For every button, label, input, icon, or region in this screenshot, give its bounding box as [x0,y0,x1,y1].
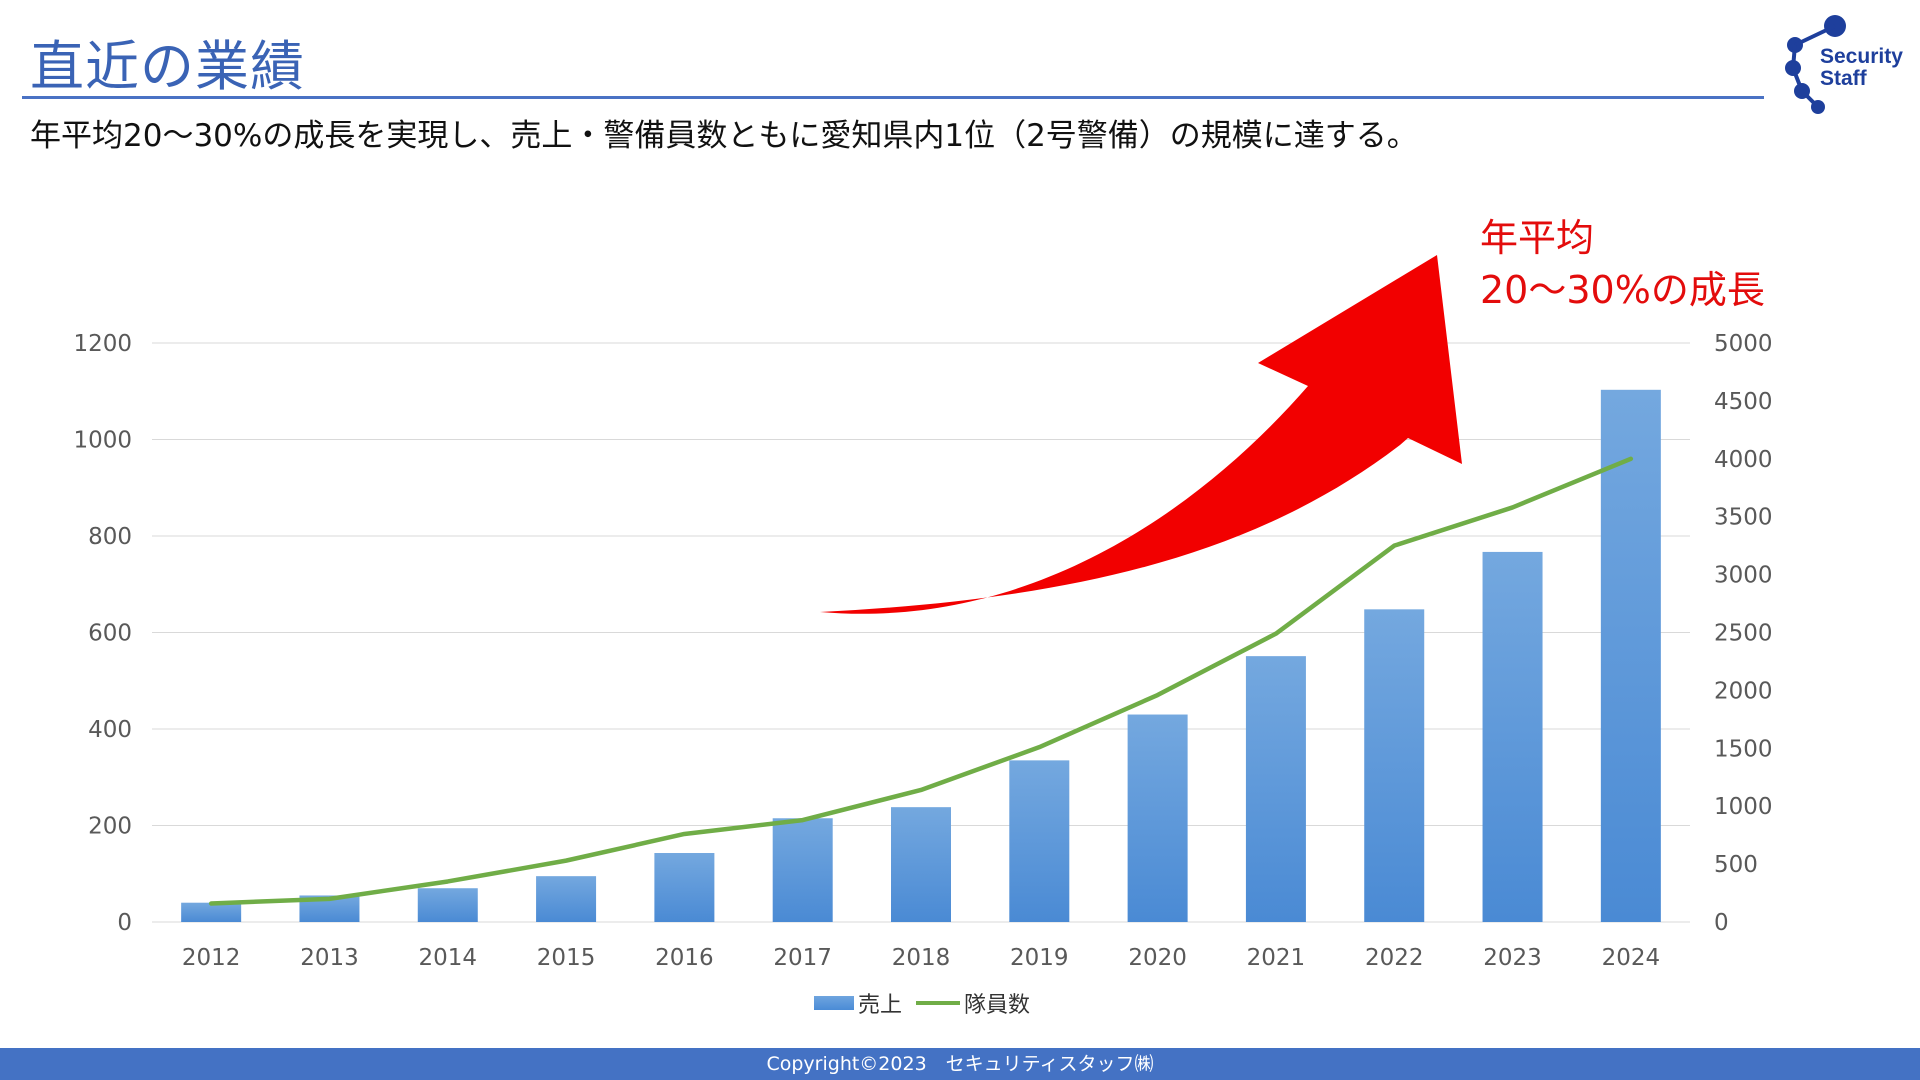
right-tick-label: 4000 [1714,447,1773,473]
left-tick-label: 1000 [73,428,132,454]
chart-legend: 売上 隊員数 [814,988,1030,1018]
callout-line-2: 20～30%の成長 [1480,268,1765,312]
x-tick-label: 2023 [1483,945,1542,971]
right-tick-label: 3000 [1714,563,1773,589]
x-axis-ticks: 2012 2013 2014 2015 2016 2017 2018 2019 2020 2021… [182,945,1660,971]
x-tick-label: 2018 [892,945,951,971]
x-tick-label: 2024 [1602,945,1661,971]
x-tick-label: 2021 [1247,945,1306,971]
bar-series [181,389,1661,922]
legend-bar-swatch [814,996,854,1010]
legend-line-label: 隊員数 [964,993,1031,1018]
right-tick-label: 1500 [1714,736,1773,762]
bar [1127,714,1188,922]
bar [1482,551,1543,922]
x-tick-label: 2013 [300,945,359,971]
left-tick-label: 600 [88,621,132,647]
bar [1364,609,1425,922]
footer-copyright: Copyright©2023 セキュリティスタッフ㈱ [0,1048,1920,1080]
page-subtitle: 年平均20～30%の成長を実現し、売上・警備員数ともに愛知県内1位（2号警備）の… [30,118,1418,154]
bar [536,876,597,922]
x-tick-label: 2016 [655,945,714,971]
logo-wordmark: Security Staff [1820,46,1903,90]
growth-callout: 年平均 20～30%の成長 [1480,212,1765,316]
bar [1245,656,1306,922]
left-tick-label: 200 [88,814,132,840]
right-tick-label: 4500 [1714,389,1773,415]
bar [417,888,478,922]
bar [181,902,242,922]
left-tick-label: 1200 [73,331,132,357]
x-tick-label: 2012 [182,945,241,971]
right-tick-label: 3500 [1714,505,1773,531]
bar [1009,760,1070,922]
growth-arrow [820,255,1462,614]
x-tick-label: 2019 [1010,945,1069,971]
performance-chart: 0 200 400 600 800 1000 1200 0 500 1000 1500 2000 25… [73,255,1773,971]
logo-line-1: Security [1820,45,1903,68]
x-tick-label: 2015 [537,945,596,971]
x-tick-label: 2020 [1128,945,1187,971]
legend-bar-label: 売上 [858,993,903,1018]
bar [772,818,833,922]
legend-line-swatch [916,1001,961,1005]
line-path [208,456,1634,906]
bar [891,807,951,922]
right-tick-label: 2000 [1714,678,1773,704]
right-tick-label: 500 [1714,852,1758,878]
x-tick-label: 2022 [1365,945,1424,971]
bar [654,853,715,922]
right-axis-ticks: 0 500 1000 1500 2000 2500 3000 3500 4000 4500 5000 [1714,331,1773,936]
company-logo [1785,15,1846,114]
right-tick-label: 0 [1714,910,1729,936]
callout-line-1: 年平均 [1480,216,1595,260]
left-tick-label: 0 [117,910,132,936]
right-tick-label: 1000 [1714,794,1773,820]
logo-line-2: Staff [1820,67,1867,90]
page-title: 直近の業績 [30,35,305,98]
bar [1600,389,1661,922]
right-tick-label: 5000 [1714,331,1773,357]
right-tick-label: 2500 [1714,621,1773,647]
title-divider [22,96,1764,99]
x-tick-label: 2014 [418,945,477,971]
left-axis-ticks: 0 200 400 600 800 1000 1200 [73,331,132,936]
left-tick-label: 400 [88,717,132,743]
x-tick-label: 2017 [773,945,832,971]
line-series [208,456,1634,906]
left-tick-label: 800 [88,524,132,550]
